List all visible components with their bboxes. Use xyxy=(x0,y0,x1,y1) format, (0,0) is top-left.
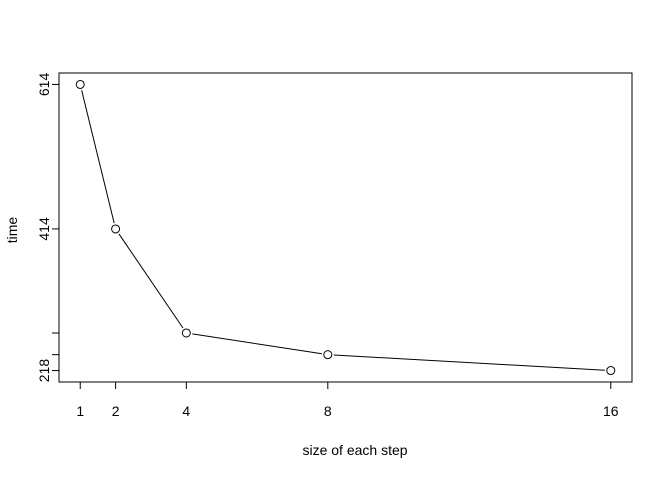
x-tick-label: 2 xyxy=(112,403,120,419)
data-point xyxy=(323,350,333,360)
data-point xyxy=(606,366,616,376)
data-point xyxy=(75,79,85,89)
series xyxy=(75,79,616,376)
x-tick-label: 8 xyxy=(324,403,332,419)
series-line-segment xyxy=(192,333,322,355)
plot-frame xyxy=(58,72,633,383)
data-point xyxy=(111,224,121,234)
x-axis: 1 2 4 8 16 xyxy=(76,381,619,419)
y-axis-label: time xyxy=(4,217,20,244)
y-tick-label: 218 xyxy=(36,359,52,383)
series-line-segment xyxy=(118,233,184,329)
x-tick-label: 4 xyxy=(182,403,190,419)
series-line-segment xyxy=(81,90,115,224)
x-tick-label: 16 xyxy=(603,403,619,419)
y-tick-label: 414 xyxy=(36,217,52,241)
y-tick-label: 614 xyxy=(36,73,52,97)
x-axis-label: size of each step xyxy=(302,442,407,458)
series-line-segment xyxy=(333,354,605,371)
x-tick-label: 1 xyxy=(76,403,84,419)
data-point xyxy=(181,328,191,338)
y-axis: 218 414 614 xyxy=(36,73,60,383)
